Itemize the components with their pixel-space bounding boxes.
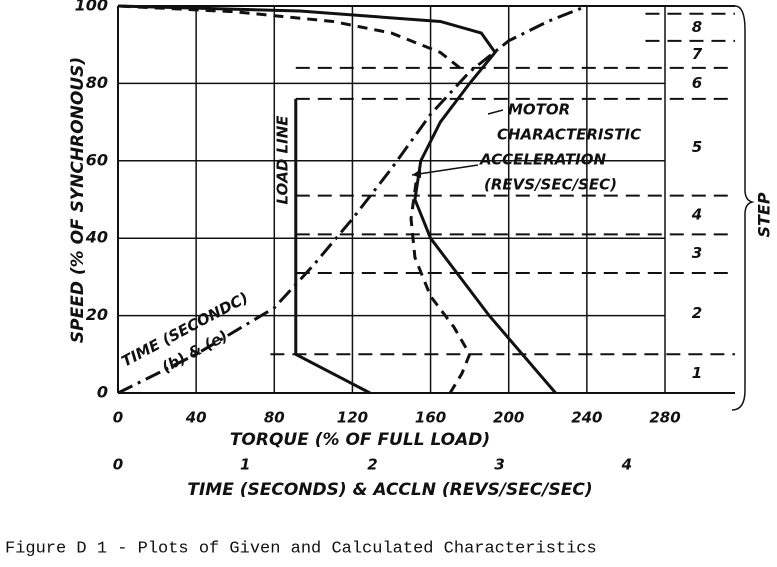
x2-tick-label: 3 — [494, 456, 504, 474]
step-label: STEP — [755, 192, 774, 237]
y-tick-label: 80 — [86, 73, 108, 92]
step-name: 7 — [692, 45, 703, 63]
series-line — [294, 98, 371, 395]
x-tick-label: 160 — [415, 409, 446, 427]
x2-axis-label: TIME (SECONDS) & ACCLN (REVS/SEC/SEC) — [187, 480, 592, 500]
step-name: 4 — [691, 205, 702, 223]
x-axis-label: TORQUE (% OF FULL LOAD) — [230, 430, 490, 450]
arrow — [411, 164, 479, 176]
x-tick-label: 0 — [113, 409, 123, 427]
y-tick-label: 60 — [86, 150, 108, 169]
series-line — [117, 4, 588, 395]
step-name: 8 — [692, 18, 702, 36]
x-tick-label: 120 — [337, 409, 368, 427]
y-tick-label: 20 — [86, 305, 108, 324]
caption: Figure D 1 - Plots of Given and Calculat… — [5, 539, 597, 558]
annotation: (REVS/SEC/SEC) — [484, 176, 617, 194]
annotation: CHARACTERISTIC — [497, 126, 641, 144]
step-name: 3 — [692, 244, 702, 262]
y-axis-label: SPEED (% OF SYNCHRONOUS) — [68, 57, 88, 343]
step-name: 1 — [692, 364, 702, 382]
x-tick-label: 240 — [571, 409, 602, 427]
x-tick-label: 80 — [264, 409, 285, 427]
series-line — [117, 4, 557, 394]
x-tick-label: 280 — [649, 409, 680, 427]
annotation: LOAD LINE — [274, 115, 292, 205]
step-name: 5 — [692, 138, 702, 156]
x-tick-label: 200 — [493, 409, 524, 427]
x2-tick-label: 0 — [113, 456, 123, 474]
x2-tick-label: 4 — [621, 456, 632, 474]
y-tick-label: 0 — [97, 383, 108, 402]
arrow — [487, 109, 504, 115]
y-tick-label: 100 — [75, 0, 108, 15]
annotation: ACCELERATION — [479, 151, 607, 169]
step-brace — [731, 5, 755, 411]
y-tick-label: 40 — [85, 228, 108, 247]
x2-tick-label: 2 — [367, 456, 377, 474]
step-name: 6 — [692, 74, 702, 92]
annotation: MOTOR — [508, 101, 570, 119]
x-tick-label: 40 — [185, 409, 207, 427]
x2-tick-label: 1 — [240, 456, 250, 474]
step-name: 2 — [692, 304, 702, 322]
series-line — [117, 4, 472, 394]
